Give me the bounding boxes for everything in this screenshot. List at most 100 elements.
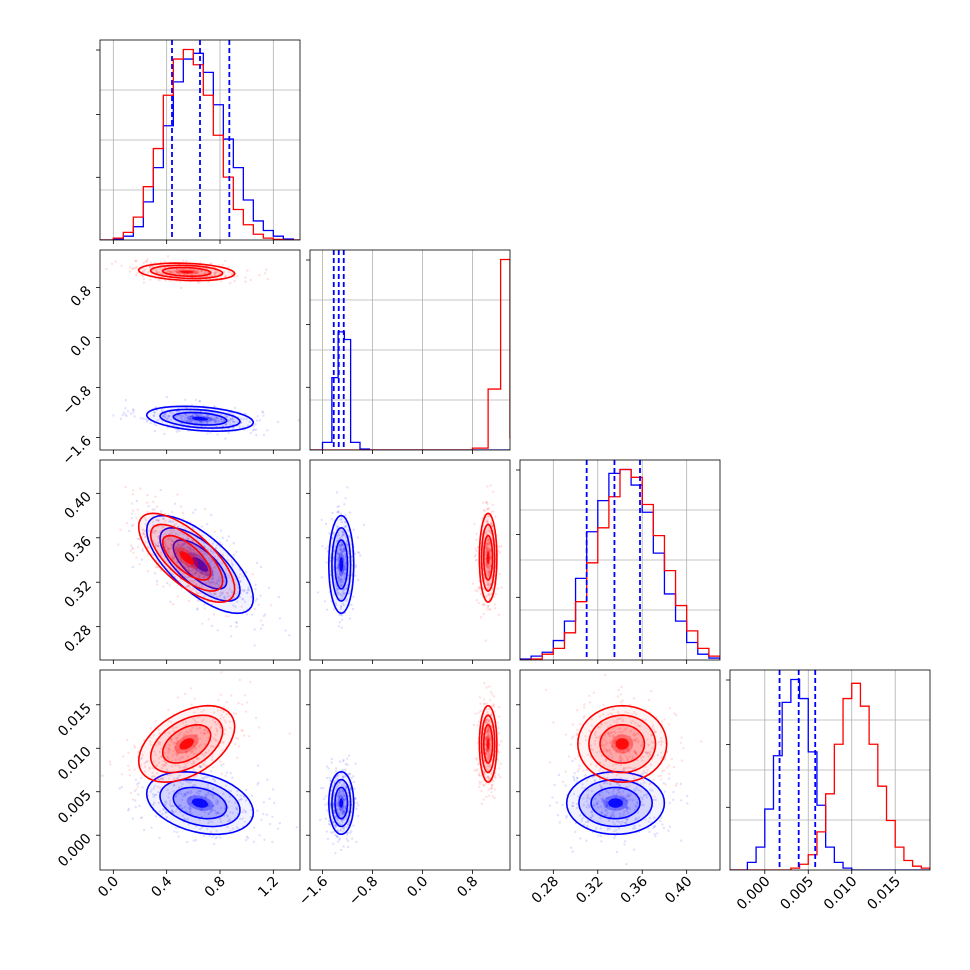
ytick-label-2-0: 0.28 (61, 622, 94, 655)
contour-red-3-2-1 (588, 714, 657, 774)
ytick-label-1-3: 0.8 (68, 283, 95, 310)
core-red-2-1 (486, 551, 490, 565)
contour-blue-1-0-0 (172, 411, 228, 426)
panel-background-1-0 (100, 250, 300, 450)
core-blue-2-1 (339, 557, 344, 572)
xtick-label-3-1: 0.005 (777, 874, 817, 914)
contour-blue-3-1-1 (331, 778, 352, 828)
hist-red-0 (100, 48, 300, 240)
hist-frame-2 (519, 459, 721, 661)
contour-red-3-1-1 (480, 714, 496, 774)
contour-red-3-2-0 (599, 723, 646, 764)
hist-red-1 (310, 258, 510, 450)
panel-3-0 (99, 669, 301, 871)
hist-red-2 (520, 468, 720, 660)
xtick-label-2-1: 0.32 (573, 874, 606, 907)
contour-blue-3-0-0 (172, 786, 228, 820)
hist-panel-3 (726, 669, 931, 871)
contour-blue-2-0-2 (145, 514, 255, 615)
panel-background-3-2 (520, 670, 720, 870)
contour-red-3-0-2 (137, 704, 236, 783)
hist-blue-1 (310, 331, 510, 450)
panel-background-3-0 (100, 670, 300, 870)
contour-red-2-0-1 (149, 523, 224, 592)
core-blue-3-1 (339, 798, 344, 808)
contour-blue-3-2-0 (590, 786, 641, 820)
panel-1-0 (99, 249, 301, 451)
ytick-label-1-1: −0.8 (59, 383, 94, 418)
xtick-label-3-0: 0.000 (734, 874, 774, 914)
core-red-2-0 (179, 551, 194, 565)
panel-background-2-1 (310, 460, 510, 660)
core-blue-1-0 (192, 416, 208, 421)
ytick-label-3-1: 0.005 (55, 787, 95, 827)
core-red-1-0 (179, 270, 194, 274)
panel-frame-3-0 (99, 669, 301, 871)
contour-blue-2-0-0 (172, 539, 228, 590)
contour-red-3-1-0 (483, 723, 494, 764)
ytick-label-2-2: 0.36 (61, 533, 94, 566)
xtick-label-1-1: −0.8 (346, 874, 381, 909)
xtick-label-0-2: 0.8 (202, 874, 229, 901)
contour-red-3-0-0 (161, 724, 212, 764)
core-red-3-2 (615, 738, 629, 750)
panel-2-0 (99, 459, 301, 661)
hist-blue-3 (730, 678, 930, 870)
contour-red-2-1-2 (478, 512, 498, 604)
core-red-3-0 (179, 738, 194, 750)
contour-red-2-1-1 (480, 523, 496, 592)
xtick-label-3-3: 0.015 (864, 874, 904, 914)
contour-red-1-0-0 (161, 266, 212, 277)
contour-red-3-2-2 (576, 704, 668, 784)
panel-background-3-1 (310, 670, 510, 870)
panel-frame-1-0 (99, 249, 301, 451)
contour-red-2-0-2 (137, 512, 236, 604)
contour-blue-2-1-1 (331, 526, 352, 602)
hist-panel-1 (306, 249, 511, 451)
xtick-label-1-3: 0.8 (454, 874, 481, 901)
hist-red-3 (730, 682, 930, 870)
contour-blue-1-0-1 (159, 408, 241, 429)
panel-frame-2-0 (99, 459, 301, 661)
xtick-label-2-2: 0.36 (618, 873, 651, 906)
hist-blue-0 (100, 52, 300, 240)
contour-red-1-0-1 (149, 264, 224, 280)
contour-red-1-0-2 (137, 262, 236, 282)
hist-frame-3 (729, 669, 931, 871)
contour-blue-2-0-1 (159, 526, 241, 602)
ytick-label-3-3: 0.015 (55, 700, 95, 740)
hist-panel-2 (516, 459, 721, 661)
core-red-3-1 (486, 738, 490, 750)
core-blue-3-2 (608, 798, 623, 808)
xtick-label-2-0: 0.28 (529, 874, 562, 907)
core-blue-3-0 (192, 798, 208, 808)
ytick-label-3-2: 0.010 (55, 744, 95, 784)
xtick-label-1-0: −1.6 (296, 873, 331, 908)
xtick-label-3-2: 0.010 (821, 874, 861, 914)
contour-red-3-1-2 (478, 704, 498, 784)
contour-blue-3-1-0 (334, 786, 349, 820)
panel-frame-2-1 (309, 459, 511, 661)
xtick-label-0-1: 0.4 (148, 873, 175, 900)
contour-blue-3-2-1 (578, 778, 654, 828)
contour-red-3-0-1 (149, 714, 224, 774)
core-blue-2-0 (192, 557, 208, 572)
contour-red-2-0-0 (161, 534, 212, 581)
hist-frame-1 (309, 249, 511, 451)
contour-blue-1-0-2 (145, 405, 255, 433)
panel-frame-3-2 (519, 669, 721, 871)
ytick-label-3-0: 0.000 (55, 831, 95, 871)
contour-blue-3-1-2 (327, 770, 355, 836)
xtick-label-2-3: 0.40 (662, 874, 695, 907)
panel-3-2 (519, 669, 721, 871)
ytick-label-2-1: 0.32 (61, 578, 94, 611)
scatter-red-3-0 (108, 671, 291, 820)
contour-blue-3-2-2 (565, 770, 666, 836)
xtick-label-0-3: 1.2 (255, 874, 282, 901)
panel-2-1 (309, 459, 511, 661)
contour-red-2-1-0 (483, 534, 494, 581)
contour-blue-2-1-0 (334, 539, 349, 590)
ytick-label-2-3: 0.40 (61, 489, 94, 522)
panel-frame-3-1 (309, 669, 511, 871)
